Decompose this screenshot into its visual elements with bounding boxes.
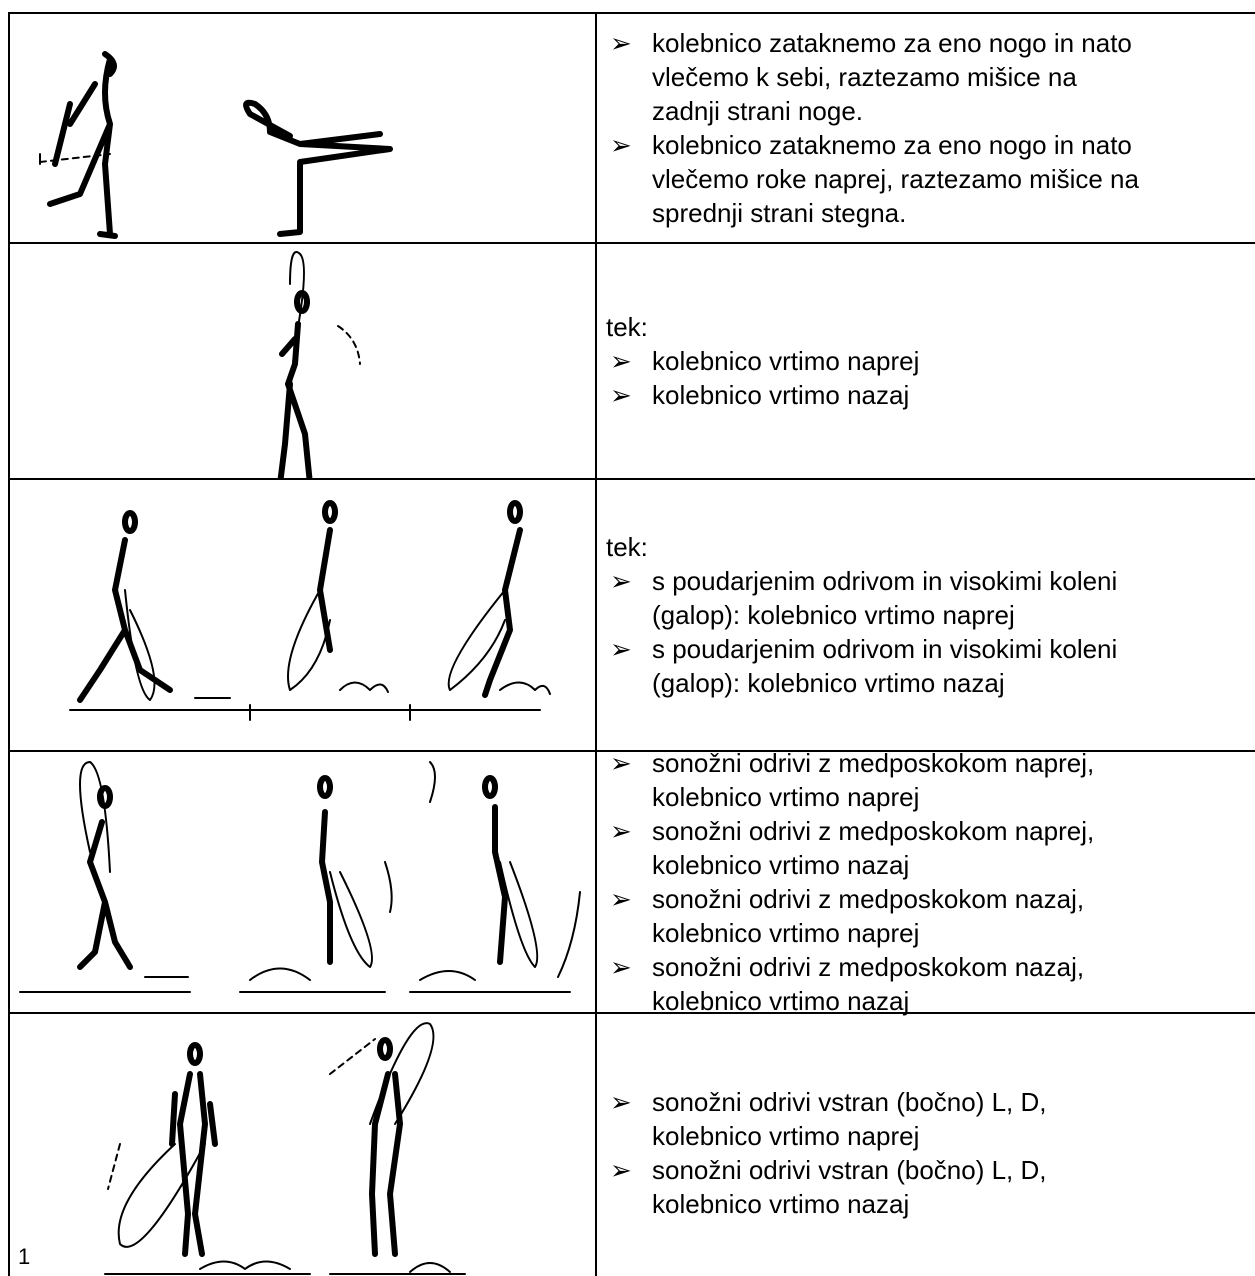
bullet: ➢ — [610, 884, 632, 914]
text-cell: tek: ➢ s poudarjenim odrivom in visokimi k… — [606, 480, 1255, 750]
text-cell: ➢ sonožni odrivi z medposkokom naprej, kol… — [606, 748, 1255, 1016]
item-line: kolebnico vrtimo naprej — [652, 782, 920, 812]
bullet: ➢ — [610, 28, 632, 58]
bullet-item: ➢ sonožni odrivi vstran (bočno) L, D, kole… — [606, 1085, 1255, 1153]
item-line: (galop): kolebnico vrtimo nazaj — [652, 668, 1005, 698]
text-cell: ➢ sonožni odrivi vstran (bočno) L, D, kole… — [606, 1014, 1255, 1276]
text-cell: tek: ➢ kolebnico vrtimo naprej ➢ kolebnico v… — [606, 244, 1255, 478]
item-line: (galop): kolebnico vrtimo naprej — [652, 600, 1015, 630]
bullet: ➢ — [610, 1087, 632, 1117]
intro: tek: — [606, 530, 1255, 564]
bullet-item: ➢ sonožni odrivi z medposkokom naprej, kol… — [606, 746, 1255, 814]
bullet: ➢ — [610, 952, 632, 982]
bullet: ➢ — [610, 1155, 632, 1185]
bullet: ➢ — [610, 816, 632, 846]
intro-text: tek: — [606, 312, 648, 342]
item-line: sonožni odrivi z medposkokom naprej, — [652, 816, 1095, 846]
item-line: s poudarjenim odrivom in visokimi koleni — [652, 634, 1118, 664]
item-line: vlečemo k sebi, raztezamo mišice na — [652, 62, 1077, 92]
item-line: sonožni odrivi z medposkokom nazaj, — [652, 952, 1085, 982]
illustration-cell: 1 — [8, 1014, 597, 1276]
item-line: sprednji strani stegna. — [652, 198, 907, 228]
bullet-item: ➢ kolebnico zataknemo za eno nogo in nato… — [606, 128, 1255, 230]
item-line: sonožni odrivi z medposkokom naprej, — [652, 748, 1095, 778]
item-line: sonožni odrivi z medposkokom nazaj, — [652, 884, 1085, 914]
illustration — [39, 51, 393, 239]
item-line: kolebnico zataknemo za eno nogo in nato — [652, 130, 1132, 160]
item-line: kolebnico vrtimo naprej — [652, 918, 920, 948]
item-line: kolebnico vrtimo nazaj — [652, 850, 910, 880]
item-line: vlečemo roke naprej, raztezamo mišice na — [652, 164, 1139, 194]
bullet: ➢ — [610, 130, 632, 160]
item-line: kolebnico vrtimo nazaj — [652, 380, 910, 410]
bullet: ➢ — [610, 346, 632, 376]
illustration-cell — [8, 244, 597, 480]
bullet: ➢ — [610, 748, 632, 778]
bullet-item: ➢ sonožni odrivi z medposkokom nazaj, kole… — [606, 950, 1255, 1018]
item-line: kolebnico vrtimo nazaj — [652, 1189, 910, 1219]
text-cell: ➢ kolebnico zataknemo za eno nogo in nato… — [606, 14, 1255, 242]
illustration-cell — [8, 752, 597, 1012]
bullet-item: ➢ kolebnico vrtimo nazaj — [606, 378, 1255, 412]
illustration — [69, 500, 551, 721]
item-line: kolebnico vrtimo naprej — [652, 1121, 920, 1151]
bullet: ➢ — [610, 634, 632, 664]
illustration-cell — [8, 480, 597, 750]
item-line: zadnji strani noge. — [652, 96, 864, 126]
bullet: ➢ — [610, 380, 632, 410]
bullet-item: ➢ sonožni odrivi z medposkokom nazaj, kole… — [606, 882, 1255, 950]
item-line: sonožni odrivi vstran (bočno) L, D, — [652, 1087, 1047, 1117]
item-line: kolebnico vrtimo nazaj — [652, 986, 910, 1016]
table-row: tek: ➢ kolebnico vrtimo naprej ➢ kolebnico v… — [8, 242, 1255, 480]
bullet-item: ➢ sonožni odrivi vstran (bočno) L, D, kole… — [606, 1153, 1255, 1221]
table-row: 1 ➢ sonožni odrivi vstran (bočno) L, D, kol… — [8, 1012, 1255, 1276]
bullet-item: ➢ kolebnico zataknemo za eno nogo in nato… — [606, 26, 1255, 128]
illustration — [19, 761, 581, 993]
figure-label: 1 — [18, 1244, 30, 1269]
illustration-cell — [8, 14, 597, 242]
illustration — [277, 251, 361, 480]
bullet-item: ➢ sonožni odrivi z medposkokom naprej, kol… — [606, 814, 1255, 882]
item-line: kolebnico vrtimo naprej — [652, 346, 920, 376]
bullet-item: ➢ kolebnico vrtimo naprej — [606, 344, 1255, 378]
table-row: ➢ sonožni odrivi z medposkokom naprej, kol… — [8, 748, 1255, 1016]
item-line: kolebnico zataknemo za eno nogo in nato — [652, 28, 1132, 58]
item-line: sonožni odrivi vstran (bočno) L, D, — [652, 1155, 1047, 1185]
item-line: s poudarjenim odrivom in visokimi koleni — [652, 566, 1118, 596]
table-row: ➢ kolebnico zataknemo za eno nogo in nato… — [8, 12, 1255, 242]
bullet: ➢ — [610, 566, 632, 596]
intro-text: tek: — [606, 532, 648, 562]
illustration: 1 — [18, 1022, 466, 1275]
intro: tek: — [606, 310, 1255, 344]
table-row: tek: ➢ s poudarjenim odrivom in visokimi k… — [8, 478, 1255, 750]
bullet-item: ➢ s poudarjenim odrivom in visokimi kolen… — [606, 564, 1255, 632]
bullet-item: ➢ s poudarjenim odrivom in visokimi kolen… — [606, 632, 1255, 700]
